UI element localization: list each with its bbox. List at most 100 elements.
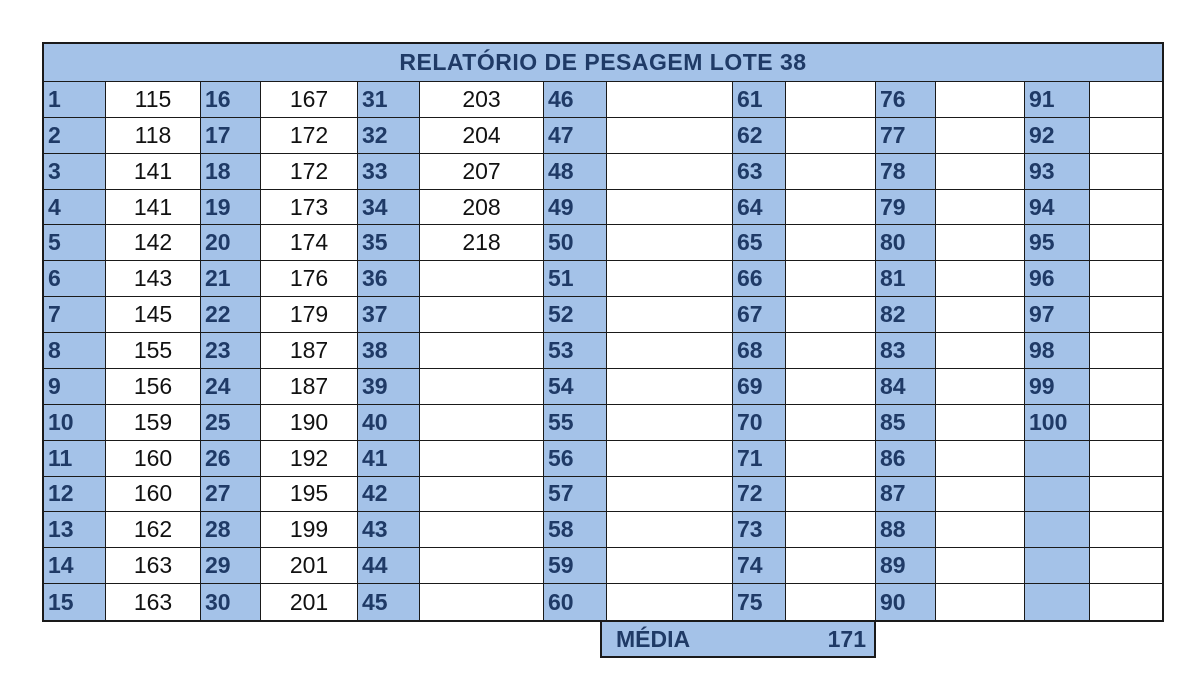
weight-value-cell: 162: [106, 512, 201, 549]
weight-value-cell: [936, 584, 1025, 620]
weight-value-cell: [786, 117, 876, 154]
weight-value-cell: [420, 440, 544, 477]
weight-value-cell: 141: [106, 189, 201, 226]
animal-number-cell: 2: [44, 117, 106, 154]
weight-value-cell: [1090, 476, 1162, 513]
animal-number-cell: 45: [358, 584, 420, 620]
weight-value-cell: 218: [420, 225, 544, 262]
animal-number-cell: 13: [44, 512, 106, 549]
animal-number-cell: 89: [876, 548, 936, 585]
weight-value-cell: [607, 189, 733, 226]
animal-number-cell: 39: [358, 368, 420, 405]
weight-value-cell: 201: [261, 548, 358, 585]
animal-number-cell: 80: [876, 225, 936, 262]
animal-number-cell: 98: [1025, 333, 1090, 369]
animal-number-cell: 46: [544, 82, 607, 118]
weight-value-cell: [936, 512, 1025, 549]
weight-value-cell: [420, 368, 544, 405]
animal-number-cell: 91: [1025, 82, 1090, 118]
animal-number-cell: 87: [876, 476, 936, 513]
weight-value-cell: [420, 404, 544, 441]
animal-number-cell: 29: [201, 548, 261, 585]
animal-number-cell: [1025, 548, 1090, 585]
weight-value-cell: [936, 153, 1025, 190]
animal-number-cell: 41: [358, 440, 420, 477]
animal-number-cell: 93: [1025, 153, 1090, 190]
animal-number-cell: 5: [44, 225, 106, 262]
weight-value-cell: 199: [261, 512, 358, 549]
animal-number-cell: 14: [44, 548, 106, 585]
weight-value-cell: [936, 404, 1025, 441]
animal-number-cell: 63: [733, 153, 786, 190]
weight-value-cell: [936, 189, 1025, 226]
animal-number-cell: 42: [358, 476, 420, 513]
weight-value-cell: [936, 476, 1025, 513]
weight-value-cell: 163: [106, 548, 201, 585]
animal-number-cell: 62: [733, 117, 786, 154]
weight-value-cell: 204: [420, 117, 544, 154]
weight-value-cell: [607, 261, 733, 298]
weight-value-cell: [420, 297, 544, 334]
animal-number-cell: 23: [201, 333, 261, 369]
weight-value-cell: [786, 548, 876, 585]
animal-number-cell: 88: [876, 512, 936, 549]
animal-number-cell: [1025, 476, 1090, 513]
weight-value-cell: [1090, 117, 1162, 154]
animal-number-cell: 100: [1025, 404, 1090, 441]
weight-value-cell: [607, 225, 733, 262]
animal-number-cell: 37: [358, 297, 420, 334]
animal-number-cell: 54: [544, 368, 607, 405]
animal-number-cell: 30: [201, 584, 261, 620]
animal-number-cell: 20: [201, 225, 261, 262]
average-label: MÉDIA: [616, 625, 691, 652]
animal-number-cell: 61: [733, 82, 786, 118]
weight-value-cell: [936, 368, 1025, 405]
weight-value-cell: [1090, 404, 1162, 441]
animal-number-cell: 47: [544, 117, 607, 154]
weight-value-cell: 203: [420, 82, 544, 118]
weighing-grid: 1 115 16 167 31 203 46 61 76 91 2 118 17 172 32 204 47 62…: [44, 82, 1162, 620]
animal-number-cell: 1: [44, 82, 106, 118]
weight-value-cell: [786, 512, 876, 549]
weight-value-cell: [936, 225, 1025, 262]
animal-number-cell: 81: [876, 261, 936, 298]
weight-value-cell: 172: [261, 153, 358, 190]
weight-value-cell: [1090, 225, 1162, 262]
animal-number-cell: 68: [733, 333, 786, 369]
animal-number-cell: 32: [358, 117, 420, 154]
animal-number-cell: 34: [358, 189, 420, 226]
weight-value-cell: [420, 333, 544, 369]
weight-value-cell: [607, 368, 733, 405]
weight-value-cell: [1090, 189, 1162, 226]
animal-number-cell: 83: [876, 333, 936, 369]
animal-number-cell: 78: [876, 153, 936, 190]
weight-value-cell: [420, 261, 544, 298]
animal-number-cell: 49: [544, 189, 607, 226]
animal-number-cell: 69: [733, 368, 786, 405]
animal-number-cell: 15: [44, 584, 106, 620]
animal-number-cell: 25: [201, 404, 261, 441]
weight-value-cell: [1090, 333, 1162, 369]
average-box: MÉDIA 171: [600, 622, 876, 658]
animal-number-cell: 21: [201, 261, 261, 298]
animal-number-cell: 26: [201, 440, 261, 477]
animal-number-cell: 66: [733, 261, 786, 298]
animal-number-cell: 86: [876, 440, 936, 477]
weight-value-cell: 172: [261, 117, 358, 154]
animal-number-cell: 75: [733, 584, 786, 620]
animal-number-cell: 64: [733, 189, 786, 226]
weight-value-cell: [1090, 261, 1162, 298]
weight-value-cell: [786, 404, 876, 441]
weight-value-cell: 155: [106, 333, 201, 369]
weight-value-cell: 179: [261, 297, 358, 334]
weight-value-cell: 173: [261, 189, 358, 226]
weight-value-cell: [1090, 82, 1162, 118]
weight-value-cell: [607, 512, 733, 549]
animal-number-cell: 92: [1025, 117, 1090, 154]
animal-number-cell: 16: [201, 82, 261, 118]
animal-number-cell: 99: [1025, 368, 1090, 405]
weight-value-cell: [1090, 368, 1162, 405]
weight-value-cell: [786, 261, 876, 298]
weight-value-cell: [607, 153, 733, 190]
weight-value-cell: [607, 584, 733, 620]
